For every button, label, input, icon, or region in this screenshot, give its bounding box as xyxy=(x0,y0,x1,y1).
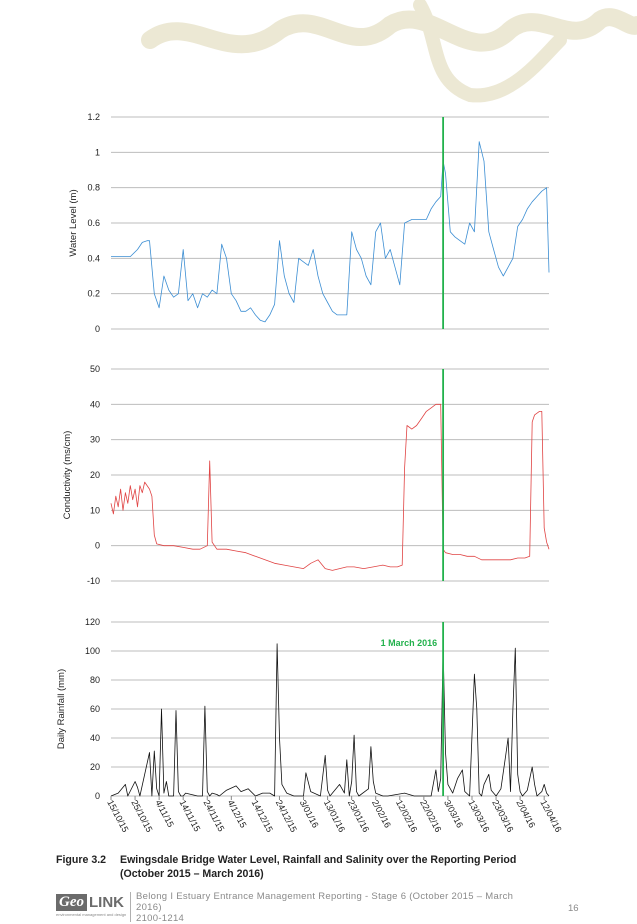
x-tick-label: 13/01/16 xyxy=(322,798,347,834)
x-tick-label: 14/11/15 xyxy=(177,798,202,833)
logo-link-text: LINK xyxy=(89,894,124,911)
conductivity-ytick-label: 20 xyxy=(90,470,100,480)
x-tick-label: 4/12/15 xyxy=(226,798,249,829)
rainfall-panel: 0 20 40 60 80 100 120 Daily Rainfall (mm) xyxy=(56,617,550,801)
x-tick-label: 3/03/16 xyxy=(442,798,465,829)
figure-caption: Figure 3.2 Ewingsdale Bridge Water Level,… xyxy=(56,853,616,881)
x-tick-label: 23/03/16 xyxy=(490,798,515,834)
x-tick-label: 24/11/15 xyxy=(201,798,226,833)
rainfall-series-line xyxy=(110,643,550,797)
water-level-ytick-label: 0.4 xyxy=(87,253,100,263)
x-tick-label: 2/04/16 xyxy=(514,798,537,829)
x-tick-label: 15/10/15 xyxy=(105,798,130,834)
x-tick-label: 24/12/15 xyxy=(274,798,299,834)
footer-text-line2: 2016) xyxy=(136,902,162,913)
conductivity-ytick-label: 40 xyxy=(90,399,100,409)
figure-title-line2: (October 2015 – March 2016) xyxy=(120,868,264,880)
conductivity-series-line xyxy=(110,403,550,571)
x-tick-label: 12/02/16 xyxy=(394,798,419,834)
conductivity-axis-label: Conductivity (ms/cm) xyxy=(62,431,73,520)
x-tick-label: 14/12/15 xyxy=(250,798,275,834)
footer-text-line3: 2100-1214 xyxy=(136,913,185,924)
water-level-ytick-label: 1 xyxy=(95,147,100,157)
conductivity-panel: -10 0 10 20 30 40 50 Conductivity (ms/cm) xyxy=(62,364,550,586)
footer-divider xyxy=(130,892,131,922)
logo-geo-text: Geo xyxy=(56,894,87,911)
rainfall-ytick-label: 80 xyxy=(90,675,100,685)
footer-text: Belong I Estuary Entrance Management Rep… xyxy=(136,891,536,924)
x-tick-label: 13/03/16 xyxy=(466,798,491,834)
conductivity-ytick-label: -10 xyxy=(87,576,100,586)
figure-number: Figure 3.2 xyxy=(56,854,107,866)
water-level-panel: 0 0.2 0.4 0.6 0.8 1 1.2 Water Level (m) xyxy=(68,112,550,334)
x-tick-label: 2/02/16 xyxy=(370,798,393,829)
x-tick-label: 3/01/16 xyxy=(298,798,321,829)
conductivity-ytick-label: 10 xyxy=(90,505,100,515)
x-tick-label: 22/02/16 xyxy=(418,798,443,834)
chart-area: 0 0.2 0.4 0.6 0.8 1 1.2 Water Level (m) -10 0 10 20… xyxy=(56,112,564,834)
geolink-logo: Geo LINK environmental management and de… xyxy=(56,894,127,918)
water-level-ytick-label: 0.6 xyxy=(87,218,100,228)
water-level-ytick-label: 0.2 xyxy=(87,289,100,299)
water-level-ytick-label: 1.2 xyxy=(87,112,100,122)
conductivity-ytick-label: 0 xyxy=(95,541,100,551)
page-footer: Geo LINK environmental management and de… xyxy=(56,889,586,924)
water-level-ytick-label: 0 xyxy=(95,324,100,334)
x-tick-label: 23/01/16 xyxy=(346,798,371,834)
logo-tagline: environmental management and design xyxy=(56,912,127,917)
rainfall-ytick-label: 100 xyxy=(85,646,100,656)
rainfall-ytick-label: 20 xyxy=(90,762,100,772)
x-tick-label: 25/10/15 xyxy=(129,798,154,834)
footer-text-line1: Belong I Estuary Entrance Management Rep… xyxy=(136,891,514,902)
rainfall-ytick-label: 40 xyxy=(90,733,100,743)
rainfall-ytick-label: 60 xyxy=(90,704,100,714)
x-tick-label: 12/04/16 xyxy=(538,798,563,834)
water-level-series-line xyxy=(111,141,550,323)
march-marker-label: 1 March 2016 xyxy=(381,638,438,648)
water-level-ytick-label: 0.8 xyxy=(87,183,100,193)
rainfall-ytick-label: 120 xyxy=(85,617,100,627)
rainfall-ytick-label: 0 xyxy=(95,791,100,801)
x-tick-label: 4/11/15 xyxy=(153,798,176,829)
conductivity-ytick-label: 50 xyxy=(90,364,100,374)
water-level-axis-label: Water Level (m) xyxy=(68,189,79,256)
conductivity-ytick-label: 30 xyxy=(90,435,100,445)
figure-title-line1: Ewingsdale Bridge Water Level, Rainfall … xyxy=(120,854,517,866)
decorative-swirl-header xyxy=(141,0,637,103)
page-number: 16 xyxy=(568,903,579,914)
rainfall-axis-label: Daily Rainfall (mm) xyxy=(56,669,67,749)
